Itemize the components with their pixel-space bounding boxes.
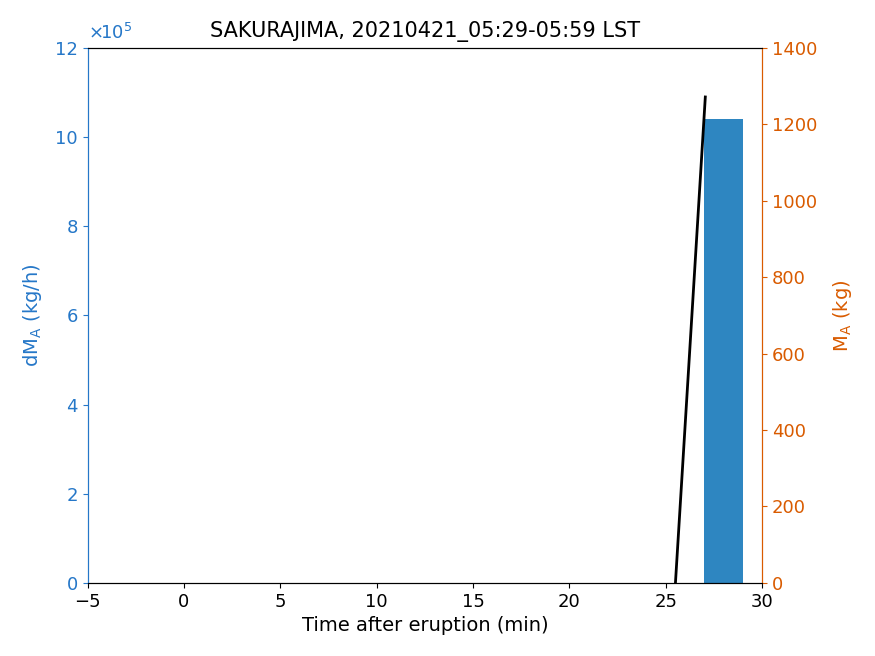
Text: $\times\!10^5$: $\times\!10^5$ [88, 22, 132, 43]
Title: SAKURAJIMA, 20210421_05:29-05:59 LST: SAKURAJIMA, 20210421_05:29-05:59 LST [210, 21, 640, 42]
Bar [704, 119, 743, 583]
X-axis label: Time after eruption (min): Time after eruption (min) [302, 616, 548, 635]
Y-axis label: $\mathrm{M_A}$ (kg): $\mathrm{M_A}$ (kg) [831, 279, 854, 352]
Y-axis label: $\mathrm{dM_A}$ (kg/h): $\mathrm{dM_A}$ (kg/h) [21, 264, 44, 367]
